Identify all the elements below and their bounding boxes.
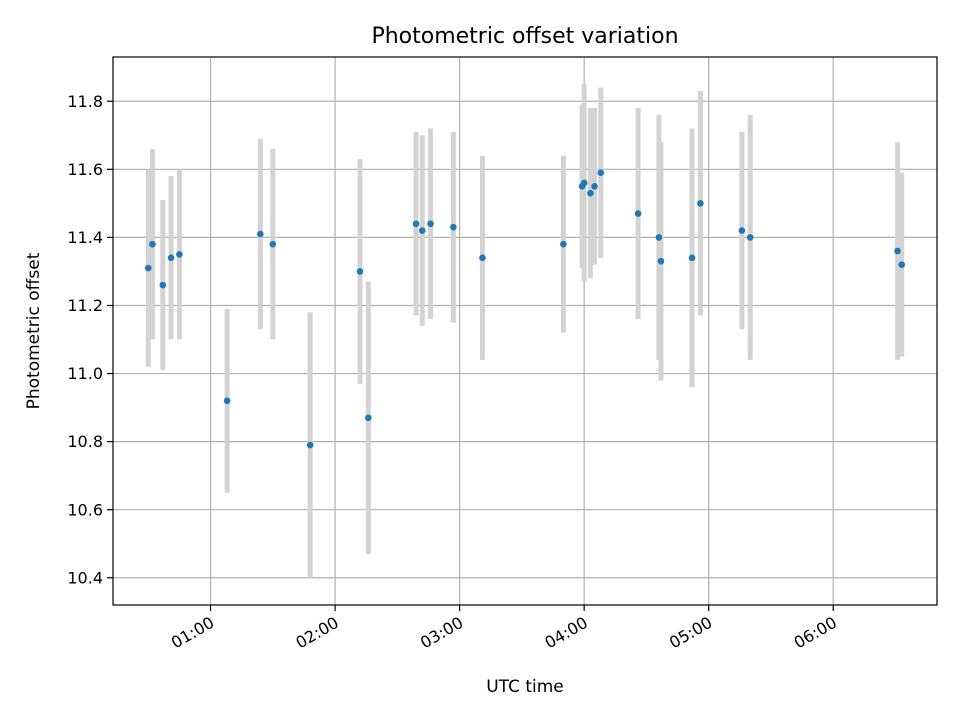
plot-frame [112, 56, 938, 606]
data-point [144, 264, 152, 272]
data-point [657, 257, 665, 265]
x-tick-label: 05:00 [666, 613, 715, 653]
data-points [144, 169, 906, 449]
y-tick-label: 11.8 [67, 92, 103, 111]
y-axis-ticks: 10.4 10.6 10.8 11.0 11.2 11.4 11.6 11.8 [67, 92, 113, 587]
data-point [746, 234, 754, 241]
data-point [356, 268, 364, 275]
data-point [257, 230, 264, 238]
data-point [697, 200, 704, 207]
grid [113, 57, 937, 605]
y-tick-label: 10.4 [67, 568, 103, 587]
data-point [418, 227, 426, 234]
data-point [898, 261, 906, 268]
error-bars [145, 84, 905, 578]
data-point [894, 247, 901, 255]
x-axis-ticks: 01:00 02:00 03:00 04:00 05:00 06:00 [168, 605, 840, 652]
x-tick-label: 06:00 [791, 613, 840, 653]
data-point [655, 234, 663, 241]
data-point [167, 254, 175, 262]
data-point [364, 414, 372, 422]
data-point [580, 179, 588, 187]
x-tick-label: 03:00 [417, 613, 466, 653]
x-tick-label: 02:00 [292, 613, 341, 653]
chart-title: Photometric offset variation [371, 24, 678, 49]
data-point [412, 220, 420, 228]
data-point [450, 223, 457, 231]
data-point [269, 240, 277, 248]
data-point [634, 210, 642, 217]
y-tick-label: 11.4 [67, 228, 103, 247]
data-point [591, 183, 598, 190]
y-tick-label: 10.6 [67, 500, 103, 519]
x-axis-label: UTC time [486, 677, 564, 697]
y-axis-label: Photometric offset [24, 252, 44, 409]
data-point [560, 240, 567, 248]
data-point [597, 169, 605, 177]
data-point [306, 441, 314, 449]
x-tick-label: 04:00 [542, 613, 591, 653]
data-point [149, 240, 156, 248]
y-tick-label: 11.0 [67, 364, 103, 383]
data-point [587, 189, 594, 197]
data-point [176, 251, 183, 258]
data-point [223, 397, 231, 405]
x-tick-label: 01:00 [168, 613, 217, 653]
data-point [159, 281, 167, 289]
data-point [738, 227, 746, 234]
data-point [688, 254, 696, 262]
y-tick-label: 10.8 [67, 432, 103, 451]
data-point [479, 254, 486, 262]
y-tick-label: 11.6 [67, 160, 103, 179]
y-tick-label: 11.2 [67, 296, 103, 315]
data-point [427, 220, 434, 228]
